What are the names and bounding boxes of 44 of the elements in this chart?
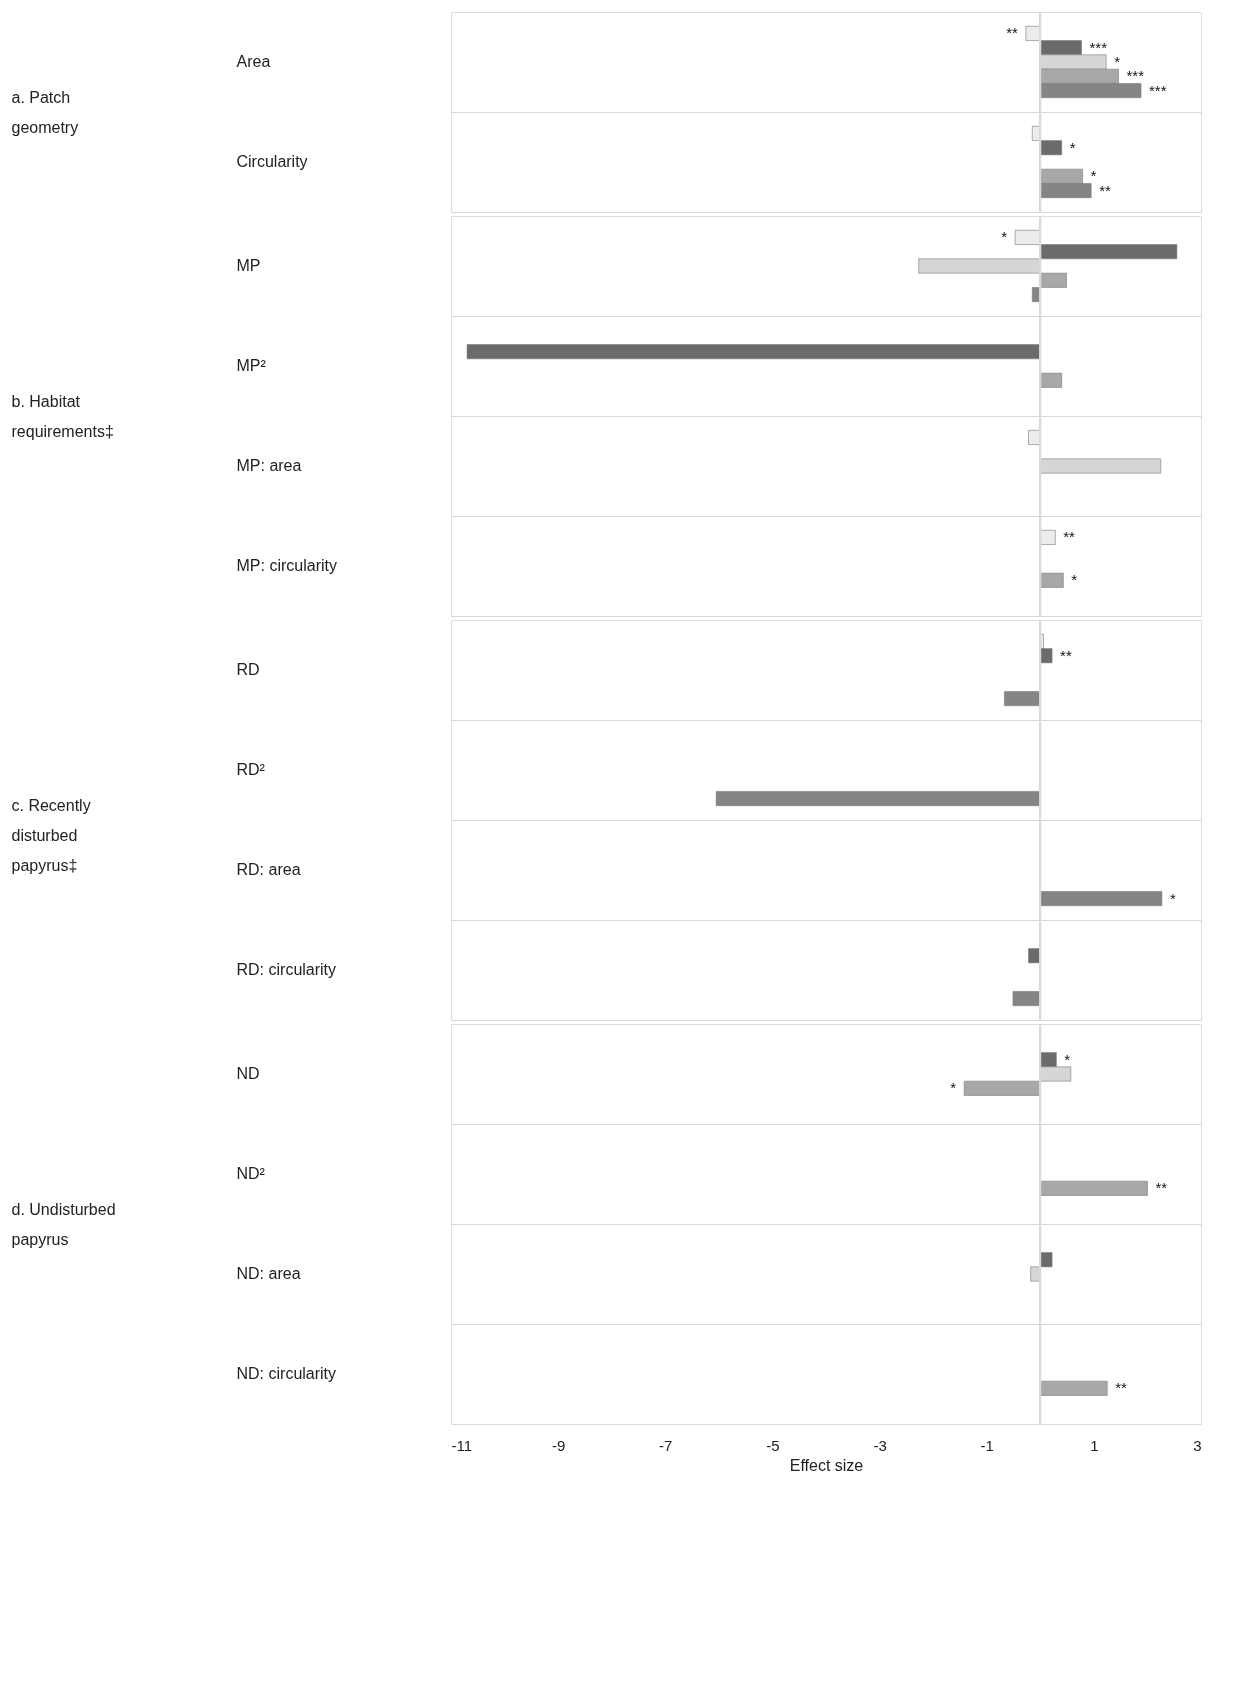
y-axis-title: c. Recently disturbed papyrus‡ xyxy=(11,796,91,874)
data-label: * xyxy=(1069,138,1076,156)
y-tick-label: ND: area xyxy=(236,1265,301,1282)
y-tick-label: RD: area xyxy=(236,861,301,878)
y-tick-label: ND: circularity xyxy=(236,1365,337,1382)
y-tick-label: ND xyxy=(236,1065,260,1082)
y-tick-label: MP: circularity xyxy=(236,557,337,574)
data-label: ** xyxy=(1155,1179,1168,1197)
y-tick-label: RD xyxy=(236,661,260,678)
data-label: ** xyxy=(1063,528,1076,546)
x-tick-label: -3 xyxy=(873,1436,887,1454)
data-label: * xyxy=(1114,53,1121,70)
x-tick-label: 3 xyxy=(1193,1436,1202,1454)
y-tick-label: Circularity xyxy=(236,153,308,170)
data-label: * xyxy=(950,1079,957,1097)
y-axis-title: a. Patch geometry xyxy=(11,88,79,136)
y-axis-title: d. Undisturbed papyrus xyxy=(11,1200,116,1248)
y-tick-label: MP xyxy=(236,257,261,274)
data-label: *** xyxy=(1126,67,1145,85)
data-label: * xyxy=(1001,228,1008,246)
y-tick-label: ND² xyxy=(236,1165,266,1182)
y-tick-label: RD² xyxy=(236,761,266,778)
y-tick-label: RD: circularity xyxy=(236,961,337,978)
x-tick-label: -7 xyxy=(659,1436,673,1454)
x-tick-label: -9 xyxy=(551,1436,566,1454)
y-axis-title: b. Habitat requirements‡ xyxy=(11,392,114,440)
x-tick-label: -1 xyxy=(980,1436,994,1454)
data-label: *** xyxy=(1149,81,1167,99)
x-axis-title: Effect size xyxy=(789,1456,864,1474)
x-tick-label: -5 xyxy=(766,1436,780,1454)
x-tick-label: 1 xyxy=(1090,1436,1099,1454)
data-label: ** xyxy=(1006,24,1018,42)
y-tick-label: MP² xyxy=(236,357,267,374)
data-label: * xyxy=(1064,1050,1071,1068)
data-label: * xyxy=(1169,889,1176,907)
data-label: ** xyxy=(1115,1379,1128,1397)
data-label: ** xyxy=(1099,181,1112,199)
data-label: * xyxy=(1071,571,1078,589)
y-tick-label: Area xyxy=(236,53,271,70)
x-tick-label: -11 xyxy=(451,1436,473,1454)
y-tick-label: MP: area xyxy=(236,457,302,474)
data-label: * xyxy=(1090,167,1097,185)
data-label: ** xyxy=(1060,646,1072,664)
data-label: *** xyxy=(1089,38,1108,56)
